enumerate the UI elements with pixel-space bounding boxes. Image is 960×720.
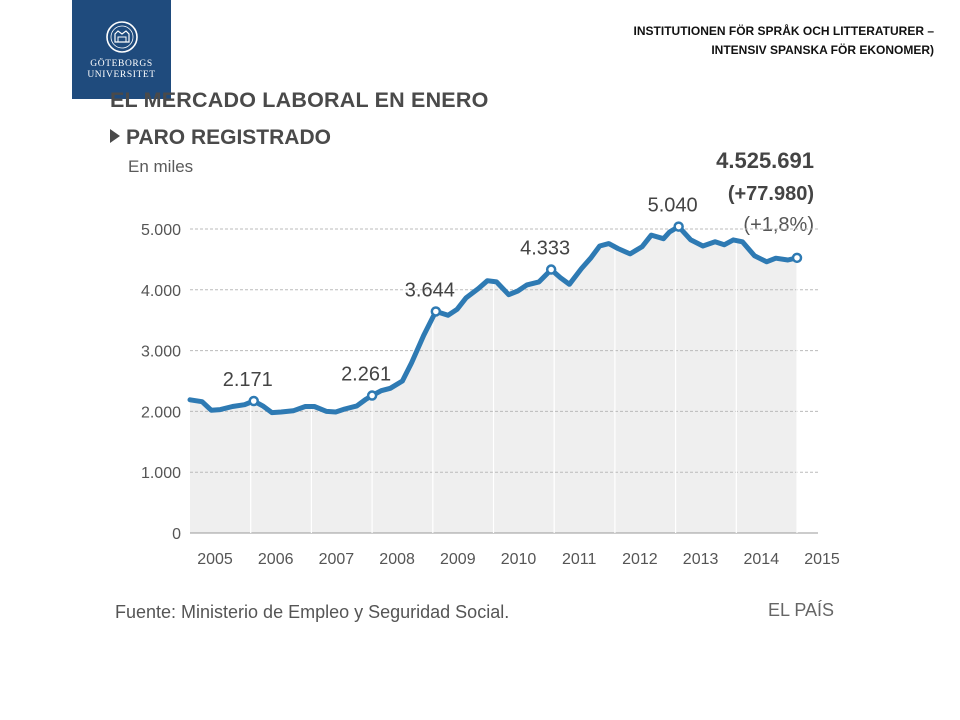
data-point-marker <box>366 390 378 401</box>
x-tick-label: 2012 <box>622 551 658 568</box>
department-header: INSTITUTIONEN FÖR SPRÅK OCH LITTERATURER… <box>633 24 934 57</box>
data-point-marker <box>673 221 684 232</box>
logo-line1: GÖTEBORGS <box>90 59 153 69</box>
data-point-marker <box>545 264 557 275</box>
data-label: 2.171 <box>223 369 273 391</box>
latest-change: (+77.980) <box>727 183 814 205</box>
y-tick-label: 4.000 <box>141 283 181 300</box>
data-label: 2.261 <box>341 364 391 386</box>
x-tick-label: 2007 <box>319 551 355 568</box>
x-tick-label: 2008 <box>379 551 415 568</box>
y-tick-label: 2.000 <box>141 404 181 421</box>
x-tick-label: 2014 <box>744 551 780 568</box>
x-tick-label: 2006 <box>258 551 294 568</box>
chart-subtitle: PARO REGISTRADO <box>110 126 331 150</box>
x-tick-label: 2011 <box>562 551 597 568</box>
series-line <box>187 224 800 416</box>
x-tick-label: 2009 <box>440 551 476 568</box>
data-label: 3.644 <box>405 279 455 301</box>
data-label: 5.040 <box>648 195 698 217</box>
y-tick-label: 0 <box>172 526 181 543</box>
x-tick-label: 2013 <box>683 551 719 568</box>
brand-label: EL PAÍS <box>768 600 835 620</box>
latest-change-pct: (+1,8%) <box>743 214 814 236</box>
seal-icon <box>105 21 138 53</box>
y-axis-label: En miles <box>128 157 194 176</box>
data-point-marker <box>430 306 442 317</box>
data-point-marker <box>791 252 803 264</box>
x-tick-label: 2005 <box>197 551 233 568</box>
chart-title: EL MERCADO LABORAL EN ENERO <box>110 88 489 112</box>
y-tick-label: 5.000 <box>141 222 181 239</box>
chart-subtitle-text: PARO REGISTRADO <box>126 126 331 149</box>
arrow-icon <box>110 129 120 143</box>
data-label: 4.333 <box>520 238 570 260</box>
y-tick-label: 3.000 <box>141 344 181 361</box>
x-tick-label: 2015 <box>804 551 840 568</box>
latest-value: 4.525.691 <box>716 148 814 173</box>
y-tick-label: 1.000 <box>141 465 181 482</box>
logo-line2: UNIVERSITET <box>87 70 156 80</box>
data-point-marker <box>248 395 259 407</box>
source-note: Fuente: Ministerio de Empleo y Seguridad… <box>115 602 510 622</box>
university-logo: GÖTEBORGS UNIVERSITET <box>72 0 171 99</box>
x-tick-label: 2010 <box>501 551 537 568</box>
